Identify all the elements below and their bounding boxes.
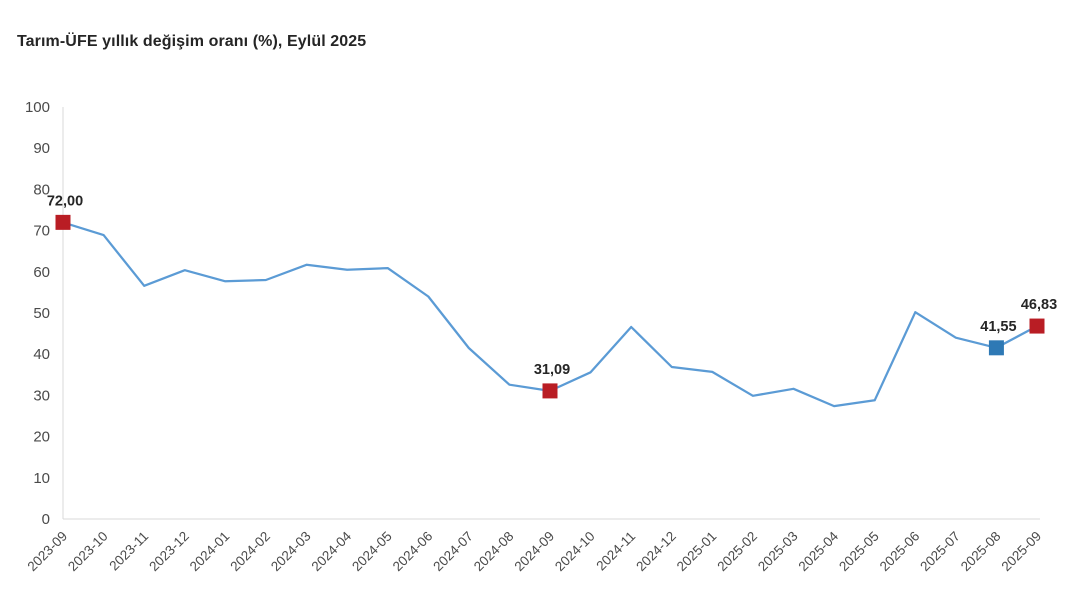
y-tick-label: 80 <box>33 181 50 198</box>
x-tick-label: 2024-06 <box>390 529 436 575</box>
data-point-marker[interactable] <box>988 340 1004 356</box>
point-value-label: 72,00 <box>47 193 83 209</box>
x-tick-label: 2025-05 <box>836 529 882 575</box>
x-tick-label: 2023-09 <box>24 529 70 575</box>
y-tick-label: 20 <box>33 429 50 446</box>
y-tick-label: 70 <box>33 223 50 240</box>
chart-title: Tarım-ÜFE yıllık değişim oranı (%), Eylü… <box>17 33 367 50</box>
x-tick-label: 2025-01 <box>674 529 720 575</box>
series-line[interactable] <box>61 221 1039 408</box>
y-tick-label: 100 <box>25 99 50 116</box>
data-point-marker[interactable] <box>55 214 71 230</box>
y-tick-label: 30 <box>33 387 50 404</box>
x-tick-label: 2024-09 <box>511 529 557 575</box>
y-tick-label: 10 <box>33 470 50 487</box>
x-tick-label: 2024-11 <box>593 529 638 574</box>
data-point-marker[interactable] <box>1029 318 1045 334</box>
x-tick-label: 2024-05 <box>349 529 395 575</box>
x-tick-label: 2024-04 <box>309 528 355 574</box>
y-tick-label: 60 <box>33 264 50 281</box>
x-tick-label: 2024-12 <box>633 529 679 575</box>
y-tick-label: 0 <box>42 511 50 528</box>
x-tick-label: 2025-07 <box>917 529 963 575</box>
x-tick-label: 2025-06 <box>877 529 923 575</box>
x-tick-label: 2024-03 <box>268 529 314 575</box>
x-tick-label: 2024-08 <box>471 529 517 575</box>
point-value-label: 46,83 <box>1021 297 1057 313</box>
x-tick-label: 2023-12 <box>146 529 192 575</box>
y-tick-label: 40 <box>33 346 50 363</box>
x-tick-label: 2025-04 <box>796 528 842 574</box>
data-point-marker[interactable] <box>542 383 558 399</box>
point-value-label: 41,55 <box>980 319 1016 335</box>
x-tick-label: 2024-07 <box>430 529 476 575</box>
x-tick-label: 2025-09 <box>998 529 1044 575</box>
y-tick-label: 90 <box>33 140 50 157</box>
x-tick-label: 2024-02 <box>227 529 273 575</box>
y-tick-label: 50 <box>33 305 50 322</box>
x-tick-label: 2023-10 <box>65 529 111 575</box>
x-tick-label: 2023-11 <box>106 529 151 574</box>
x-tick-label: 2025-08 <box>958 529 1004 575</box>
x-tick-label: 2025-03 <box>755 529 801 575</box>
x-tick-label: 2024-10 <box>552 529 598 575</box>
x-tick-label: 2025-02 <box>714 529 760 575</box>
point-value-label: 31,09 <box>534 362 570 378</box>
x-tick-label: 2024-01 <box>187 529 233 575</box>
